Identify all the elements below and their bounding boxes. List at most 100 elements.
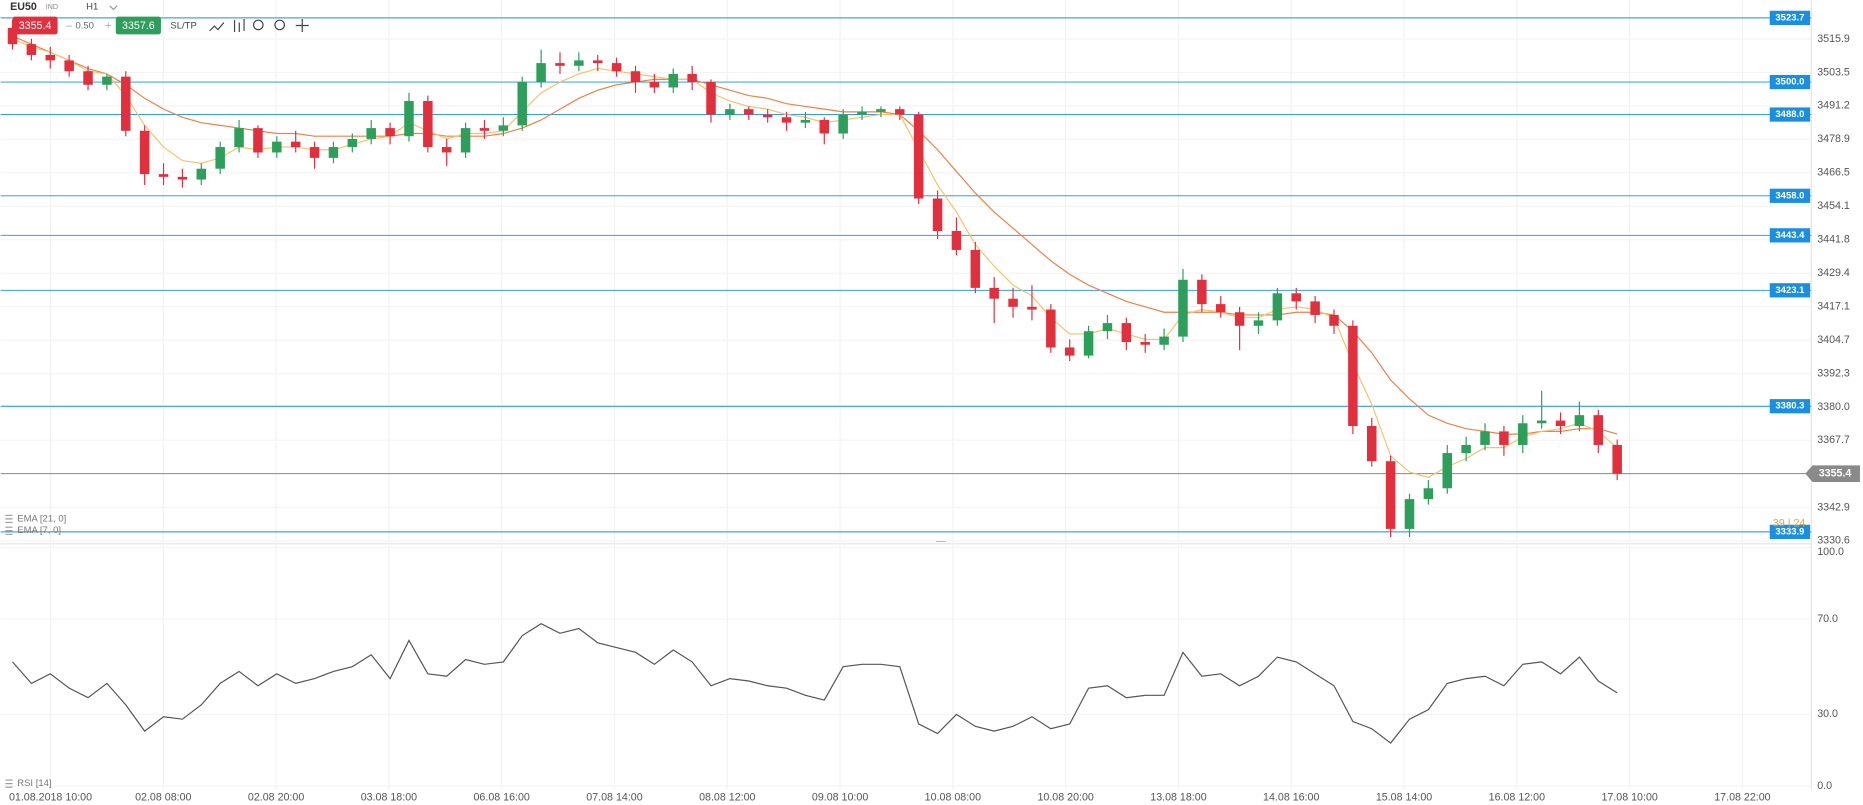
dropdown-icon[interactable]	[109, 5, 118, 11]
candle-body	[234, 128, 244, 148]
timeframe[interactable]: H1	[86, 2, 98, 13]
candle-body	[857, 111, 867, 115]
x-tick-label: 08.08 12:00	[699, 792, 755, 804]
candle-body	[781, 117, 792, 123]
candle-body	[1555, 420, 1566, 426]
zoom-out-icon[interactable]	[252, 19, 264, 31]
candle-body	[423, 101, 433, 148]
candle-body	[139, 130, 150, 175]
candle-body	[1215, 304, 1226, 313]
x-tick-label: 10.08 08:00	[925, 792, 981, 804]
overlay-label: 39 | 24	[1773, 517, 1806, 529]
x-tick-label: 02.08 08:00	[135, 792, 191, 804]
candle-body	[630, 71, 641, 83]
candle-body	[1310, 301, 1320, 315]
candle-body	[253, 128, 263, 153]
candle-body	[309, 147, 320, 158]
y-tick-label: 3330.6	[1817, 535, 1850, 547]
candle-body	[177, 176, 188, 180]
candle-body	[215, 147, 225, 169]
candle-body	[1404, 499, 1415, 529]
plus-button[interactable]: +	[105, 20, 111, 32]
candle-body	[668, 73, 679, 88]
level-label: 3380.3	[1775, 401, 1804, 412]
candle-body	[196, 168, 207, 180]
x-tick-label: 07.08 14:00	[586, 792, 642, 804]
y-tick-label: 3478.9	[1817, 133, 1850, 145]
candle-body	[592, 60, 603, 64]
move-icon[interactable]	[295, 18, 309, 33]
candle-body	[1385, 461, 1396, 529]
candle-body	[1461, 444, 1471, 454]
candle-body	[1159, 336, 1169, 345]
zoom-in-icon[interactable]	[274, 19, 286, 31]
ema21-legend[interactable]: EMA [21, 0]	[17, 513, 66, 524]
candle-body	[121, 76, 131, 131]
y-tick-label: 3404.7	[1817, 334, 1850, 346]
candle-body	[441, 147, 452, 153]
level-label: 3458.0	[1775, 190, 1804, 201]
level-tag	[1769, 283, 1811, 298]
x-tick-label: 06.08 16:00	[473, 792, 529, 804]
x-tick-label: 02.08 20:00	[248, 792, 304, 804]
y-tick-label: 3441.8	[1817, 233, 1850, 245]
ema7-legend[interactable]: EMA [7, 0]	[17, 525, 61, 536]
y-tick-label: 3429.4	[1817, 267, 1850, 279]
candle-body	[328, 147, 339, 158]
toolbar: EU50 IND H1 3355.4 – 0.50 + 3357.6 SL/TP	[10, 1, 309, 35]
y-tick-label: 3380.0	[1817, 401, 1850, 413]
sell-price[interactable]: 3355.4	[19, 20, 52, 32]
candle-body	[1574, 415, 1585, 426]
indicator-icon[interactable]	[233, 18, 245, 33]
candle-body	[83, 71, 93, 85]
line-type-icon[interactable]	[209, 22, 225, 32]
candle-body	[1612, 444, 1622, 474]
menu-icons[interactable]	[5, 514, 13, 788]
candle-body	[1197, 279, 1207, 305]
spread: 0.50	[75, 21, 93, 32]
rsi-tick-label: 30.0	[1817, 708, 1838, 720]
sell-button[interactable]	[12, 16, 58, 35]
candle-body	[1234, 312, 1245, 326]
candle-body	[1178, 279, 1188, 337]
candle-body	[498, 125, 509, 131]
candle-body	[555, 63, 565, 66]
candle-body	[1008, 298, 1018, 307]
candle-body	[1046, 309, 1056, 348]
minus-button[interactable]: –	[66, 20, 72, 32]
buy-price[interactable]: 3357.6	[122, 20, 155, 32]
instrument-type: IND	[46, 3, 58, 11]
x-tick-label: 10.08 20:00	[1037, 792, 1093, 804]
candle-body	[838, 114, 848, 134]
rsi-line	[12, 623, 1618, 744]
x-tick-label: 16.08 12:00	[1489, 792, 1545, 804]
symbol[interactable]: EU50	[10, 1, 37, 13]
candle-body	[517, 82, 527, 126]
candle-body	[536, 63, 546, 83]
candle-body	[951, 231, 962, 250]
candle-body	[404, 101, 414, 137]
candle-body	[687, 73, 697, 83]
y-tick-label: 3454.1	[1817, 200, 1850, 212]
x-tick-label: 17.08 10:00	[1601, 792, 1657, 804]
candle-body	[649, 82, 660, 88]
candle-body	[1121, 323, 1132, 343]
candle-body	[611, 63, 622, 72]
y-tick-label: 3342.9	[1817, 501, 1850, 513]
candle-body	[64, 60, 74, 72]
candle-body	[1423, 488, 1434, 500]
sl-tp-button[interactable]: SL/TP	[170, 21, 196, 32]
buy-button[interactable]	[115, 16, 161, 35]
x-tick-label: 09.08 10:00	[812, 792, 868, 804]
candle-body	[819, 119, 830, 134]
rsi-legend[interactable]: RSI [14]	[17, 778, 51, 789]
candle-body	[744, 109, 754, 115]
level-tag	[1769, 10, 1811, 25]
candle-body	[1593, 415, 1604, 445]
y-tick-label: 3515.9	[1817, 33, 1850, 45]
x-tick-label: 13.08 18:00	[1150, 792, 1206, 804]
level-tag	[1769, 524, 1811, 539]
y-tick-label: 3392.3	[1817, 368, 1850, 380]
